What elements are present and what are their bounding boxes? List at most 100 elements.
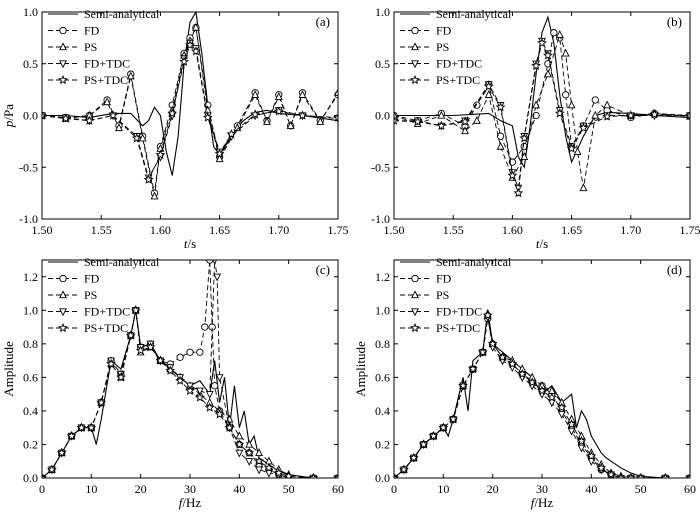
series-line-ps-tdc xyxy=(42,310,338,478)
series-line-ps xyxy=(42,310,338,478)
y-tick-label: -1.0 xyxy=(371,212,390,226)
series-marker-star xyxy=(155,355,166,365)
series-marker-star xyxy=(214,409,225,419)
x-tick-label: 40 xyxy=(233,482,245,496)
series-marker-star xyxy=(56,447,67,458)
legend: Semi-analytical FD PS FD+TDC PS+TDC xyxy=(48,255,160,335)
series-marker-star xyxy=(194,392,205,402)
y-tick-label: 1.2 xyxy=(23,270,38,284)
legend-marker-star xyxy=(410,74,420,85)
series-marker-triangle-up xyxy=(126,71,135,80)
legend-marker-circle xyxy=(59,26,67,35)
series-marker-triangle-up xyxy=(603,100,612,109)
series-marker-star xyxy=(625,472,636,478)
series-marker-star xyxy=(226,128,237,139)
legend: Semi-analytical FD PS FD+TDC PS+TDC xyxy=(400,255,512,335)
series-marker-star xyxy=(635,472,646,478)
series-marker-star xyxy=(244,447,255,458)
series-marker-star xyxy=(76,422,87,432)
x-tick-label: 60 xyxy=(332,482,344,496)
series-marker-triangle-up xyxy=(561,48,570,57)
series-marker-star xyxy=(616,472,626,478)
series-marker-star xyxy=(333,112,338,122)
legend-label: Semi-analytical xyxy=(436,7,512,21)
series-marker-triangle-up xyxy=(543,69,552,78)
panel-tag: (b) xyxy=(667,14,682,29)
x-tick-label: 1.75 xyxy=(328,223,349,237)
series-marker-triangle-down xyxy=(213,273,222,282)
y-tick-label: 0.2 xyxy=(23,437,38,451)
y-axis-label: Amplitude xyxy=(353,341,368,397)
series-marker-circle xyxy=(562,91,570,99)
series-marker-triangle-up xyxy=(215,154,224,163)
legend-label: FD xyxy=(436,24,452,38)
series-marker-star xyxy=(175,375,186,385)
series-marker-star xyxy=(482,310,493,320)
x-tick-label: 60 xyxy=(684,482,696,496)
series-marker-triangle-down xyxy=(557,411,566,419)
y-tick-label: 0.4 xyxy=(23,404,38,418)
series-marker-star xyxy=(586,451,597,461)
series-marker-triangle-up xyxy=(263,117,271,125)
series-marker-star xyxy=(460,116,470,126)
series-line-semi-analytical xyxy=(394,15,690,169)
series-marker-star xyxy=(155,149,166,160)
series-marker-star xyxy=(468,363,478,374)
series-marker-star xyxy=(333,472,338,478)
y-axis-label: Amplitude xyxy=(1,341,16,397)
x-tick-label: 10 xyxy=(85,482,97,496)
x-tick-label: 40 xyxy=(585,482,597,496)
series-marker-triangle-up xyxy=(484,90,493,98)
legend-label: PS xyxy=(436,40,449,54)
series-marker-triangle-up xyxy=(520,152,529,161)
series-marker-triangle-down xyxy=(205,391,214,399)
chart-panel: 1.50 1.55 1.60 1.65 1.70 1.75 -1.0 -0.5 0.0 0.5 1.… xyxy=(371,5,700,251)
y-tick-label: -1.0 xyxy=(19,212,38,226)
x-tick-label: 1.60 xyxy=(150,223,171,237)
series-marker-star xyxy=(566,419,577,429)
series-marker-circle xyxy=(550,29,558,37)
series-marker-star xyxy=(143,174,154,184)
x-tick-label: 30 xyxy=(184,482,196,496)
y-tick-label: 0.0 xyxy=(23,109,38,123)
y-tick-label: -0.5 xyxy=(371,160,390,174)
panel-tag: (a) xyxy=(316,14,330,29)
x-axis-label: t/s xyxy=(536,236,548,251)
x-tick-label: 1.65 xyxy=(561,223,582,237)
series-marker-triangle-up xyxy=(251,90,260,98)
series-marker-triangle-down xyxy=(195,387,204,396)
y-tick-label: 1.0 xyxy=(375,5,390,19)
y-tick-label: 0.6 xyxy=(375,370,390,384)
series-marker-star xyxy=(125,330,136,340)
legend-label: FD+TDC xyxy=(84,57,130,71)
series-marker-star xyxy=(428,430,439,441)
series-marker-star xyxy=(66,430,77,441)
series-marker-circle xyxy=(211,382,219,390)
legend-marker-star xyxy=(58,322,68,333)
series-marker-triangle-up xyxy=(573,147,582,155)
series-marker-triangle-up xyxy=(298,90,307,98)
series-marker-star xyxy=(546,392,557,402)
legend-label: FD xyxy=(84,24,100,38)
series-marker-triangle-down xyxy=(567,427,576,436)
series-marker-star xyxy=(477,347,488,357)
series-marker-star xyxy=(60,113,71,123)
plot-frame xyxy=(41,259,339,479)
series-marker-star xyxy=(513,187,524,198)
series-marker-star xyxy=(398,464,409,474)
panel-tag: (c) xyxy=(316,262,330,277)
legend-marker-triangle-up xyxy=(411,42,419,51)
chart-panel: 0 10 20 30 40 50 60 0.0 0.2 0.4 0.6 0.8 1.0 1.2 (d) f/H… xyxy=(353,255,696,510)
y-tick-label: 1.0 xyxy=(375,303,390,317)
series-marker-star xyxy=(167,108,178,118)
y-tick-label: 1.2 xyxy=(375,270,390,284)
legend-label: PS xyxy=(84,288,97,302)
series-marker-star xyxy=(685,472,690,478)
series-marker-triangle-up xyxy=(437,110,446,119)
legend-marker-star xyxy=(58,74,68,85)
series-marker-triangle-up xyxy=(138,133,147,142)
series-marker-star xyxy=(495,102,506,112)
series-marker-star xyxy=(660,472,671,478)
legend-marker-triangle-down xyxy=(411,60,419,69)
series-marker-star xyxy=(96,397,107,407)
